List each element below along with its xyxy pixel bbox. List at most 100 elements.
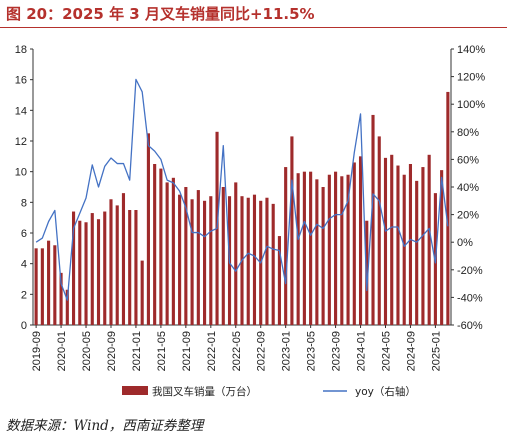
bar	[159, 168, 163, 325]
bar	[302, 171, 306, 325]
bar	[408, 164, 413, 325]
left-tick-label: 2	[21, 289, 27, 301]
bar	[427, 154, 431, 325]
x-tick-label: 2021-09	[181, 331, 193, 371]
x-tick-label: 2020-09	[106, 331, 118, 371]
left-tick-label: 14	[15, 105, 27, 117]
bar	[415, 180, 419, 325]
bar	[134, 210, 138, 325]
bar	[53, 245, 57, 325]
right-tick-label: 120%	[457, 72, 485, 84]
bar	[196, 190, 200, 325]
bar	[234, 182, 238, 325]
bar	[334, 171, 338, 325]
bar	[109, 199, 113, 325]
bar	[47, 240, 51, 325]
bar	[34, 248, 38, 325]
source-note: 数据来源：Wind，西南证券整理	[6, 418, 204, 434]
x-tick-label: 2019-09	[31, 331, 43, 371]
bar	[221, 187, 225, 325]
bar	[252, 194, 257, 325]
bar	[165, 182, 169, 325]
legend-bar-swatch	[122, 386, 148, 395]
bar	[396, 165, 400, 325]
x-tick-label: 2023-01	[281, 331, 293, 371]
chart-title: 图 20：2025 年 3 月叉车销量同比+11.5%	[6, 5, 315, 23]
bar	[358, 156, 363, 325]
bar	[340, 176, 344, 325]
left-tick-label: 10	[15, 167, 27, 179]
x-tick-label: 2023-09	[331, 331, 343, 371]
bar	[90, 213, 94, 325]
bar	[128, 210, 132, 325]
bar	[377, 136, 381, 325]
bar	[277, 236, 281, 325]
right-tick-label: -60%	[457, 320, 483, 332]
left-tick-label: 0	[21, 320, 27, 332]
x-tick-label: 2025-01	[430, 331, 442, 371]
x-tick-label: 2024-01	[356, 331, 368, 371]
bar	[421, 167, 425, 325]
bar	[309, 171, 313, 325]
left-tick-label: 18	[15, 44, 27, 56]
bar	[115, 205, 119, 325]
bar	[171, 177, 175, 325]
left-tick-label: 4	[21, 259, 27, 271]
x-tick-label: 2021-05	[156, 331, 168, 371]
bar	[184, 187, 188, 325]
bar	[321, 187, 325, 325]
left-tick-label: 12	[15, 136, 27, 148]
bar	[352, 162, 356, 325]
left-tick-label: 6	[21, 228, 27, 240]
yoy-line	[35, 78, 449, 301]
legend-bar-label: 我国叉车销量（万台）	[152, 385, 257, 398]
bar	[40, 248, 44, 325]
right-tick-label: 20%	[457, 210, 479, 222]
x-tick-label: 2024-09	[405, 331, 417, 371]
bar	[290, 136, 294, 325]
bar	[284, 167, 288, 325]
right-tick-label: 140%	[457, 44, 485, 56]
x-tick-label: 2023-05	[306, 331, 318, 371]
bar	[346, 174, 350, 325]
bar	[271, 203, 275, 325]
bar	[84, 222, 88, 325]
right-tick-label: 80%	[457, 127, 479, 139]
left-tick-label: 16	[15, 75, 27, 87]
bar	[78, 220, 82, 325]
bar	[446, 91, 450, 325]
right-tick-label: -40%	[457, 292, 483, 304]
bar	[190, 199, 194, 325]
x-tick-label: 2020-01	[56, 331, 68, 371]
bar	[371, 114, 375, 325]
left-tick-label: 8	[21, 197, 27, 209]
title-divider	[0, 27, 507, 28]
bar	[203, 200, 207, 325]
bar	[390, 154, 394, 325]
bar	[265, 197, 269, 325]
x-tick-label: 2022-01	[206, 331, 218, 371]
right-tick-label: 60%	[457, 154, 479, 166]
bar	[146, 133, 150, 325]
x-tick-label: 2021-01	[131, 331, 143, 371]
bar	[96, 219, 101, 325]
bar	[383, 157, 388, 325]
bar	[296, 173, 300, 325]
bar	[178, 194, 182, 325]
bar	[71, 211, 76, 325]
bar	[246, 197, 250, 325]
right-tick-label: 100%	[457, 99, 485, 111]
bar	[153, 164, 157, 325]
bar	[103, 211, 107, 325]
x-tick-label: 2022-09	[256, 331, 268, 371]
x-tick-label: 2020-05	[81, 331, 93, 371]
x-tick-label: 2024-05	[380, 331, 392, 371]
bar	[315, 179, 319, 325]
bar	[65, 289, 69, 325]
right-tick-label: 0%	[457, 237, 473, 249]
bar	[59, 272, 63, 325]
legend-line-label: yoy（右轴）	[355, 385, 416, 398]
bar	[209, 196, 213, 325]
x-tick-label: 2022-05	[231, 331, 243, 371]
